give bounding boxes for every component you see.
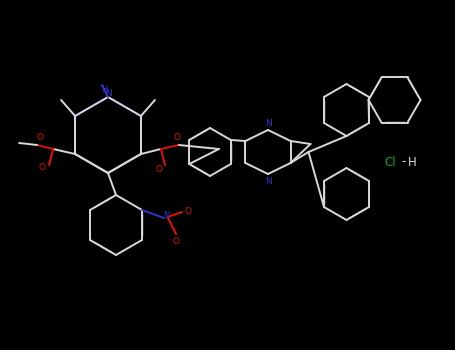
Text: N: N [163,210,169,219]
Text: Cl: Cl [384,155,396,168]
Text: N: N [106,90,112,98]
Text: H: H [101,84,107,93]
Text: O: O [173,133,181,142]
Text: H: H [408,155,416,168]
Text: N: N [265,119,271,128]
Text: O: O [172,238,179,246]
Text: O: O [39,163,46,173]
Text: O: O [36,133,44,142]
Text: O: O [184,206,192,216]
Text: O: O [156,166,162,175]
Text: -: - [402,155,406,168]
Text: N: N [265,176,271,186]
